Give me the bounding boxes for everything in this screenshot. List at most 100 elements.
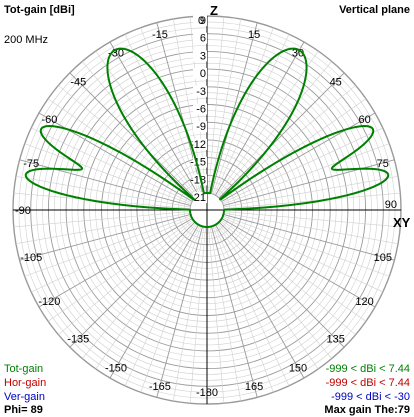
radial-tick-label: -12	[190, 139, 206, 151]
grid-spoke	[109, 224, 199, 379]
radial-tick-label-bg	[193, 121, 207, 133]
angle-tick-label: 105	[374, 252, 392, 264]
angle-tick-label: 15	[248, 29, 260, 41]
grid-spoke	[223, 212, 399, 244]
angle-tick-label: -90	[15, 205, 31, 217]
grid-spoke	[31, 127, 192, 204]
grid-spoke	[82, 222, 197, 359]
radial-tick-label: -6	[196, 104, 206, 116]
grid-spoke	[69, 221, 196, 348]
grid-spoke	[222, 127, 383, 204]
angle-tick-label: -105	[20, 252, 42, 264]
angle-tick-label: 165	[245, 381, 263, 393]
angle-tick-label: 60	[358, 114, 370, 126]
radial-tick-label-bg	[193, 103, 207, 115]
legend-vergain-name: Ver-gain	[4, 391, 45, 403]
plane-label: Vertical plane	[339, 4, 410, 16]
angle-tick-label: -120	[38, 296, 60, 308]
grid-spoke	[223, 213, 395, 261]
radial-tick-label-bg	[193, 50, 207, 62]
grid-spoke	[212, 27, 274, 195]
z-axis-label: Z	[210, 3, 218, 18]
grid-spoke	[209, 226, 241, 402]
angle-tick-label: -60	[41, 114, 57, 126]
legend-totgain-range: -999 < dBi < 7.44	[325, 363, 410, 375]
grid-spoke	[221, 218, 376, 308]
legend-vergain-range: -999 < dBi < -30	[331, 391, 410, 403]
grid-spoke	[140, 27, 202, 195]
radial-tick-label: 6	[200, 33, 206, 45]
radial-tick-label-bg	[193, 32, 207, 44]
grid-spoke	[220, 219, 367, 322]
grid-spoke	[19, 159, 191, 207]
grid-spoke	[223, 176, 399, 208]
grid-spoke	[217, 222, 332, 359]
radial-tick-label: 0	[200, 68, 206, 80]
grid-spoke	[189, 226, 206, 404]
grid-spoke	[210, 22, 258, 194]
grid-spoke	[216, 223, 319, 370]
grid-spoke	[58, 85, 195, 200]
legend-horgain-range: -999 < dBi < 7.44	[325, 377, 410, 389]
grid-spoke	[223, 192, 401, 209]
grid-spoke	[140, 225, 202, 393]
grid-spoke	[222, 216, 383, 293]
angle-tick-label: 0	[198, 15, 204, 27]
grid-spoke	[215, 224, 305, 379]
grid-spoke	[208, 16, 225, 194]
angle-tick-label: 75	[377, 158, 389, 170]
radial-tick-label: -9	[196, 121, 206, 133]
legend-horgain-name: Hor-gain	[4, 377, 47, 389]
grid-spoke	[58, 220, 195, 335]
angle-tick-label: -135	[67, 334, 89, 346]
grid-spoke	[124, 225, 201, 386]
grid-spoke	[219, 220, 356, 335]
max-gain-label: Max gain The:79	[324, 404, 410, 416]
xy-axis-label: XY	[393, 215, 411, 230]
grid-spoke	[13, 211, 191, 228]
legend-totgain-name: Tot-gain	[4, 363, 44, 375]
grid-spoke	[95, 223, 198, 370]
grid-spoke	[31, 216, 192, 293]
frequency-label: 200 MHz	[4, 34, 49, 46]
chart-title: Tot-gain [dBi]	[4, 4, 75, 16]
grid-spoke	[38, 218, 193, 308]
radial-tick-label-bg	[193, 68, 207, 80]
grid-spoke	[223, 211, 401, 228]
angle-tick-label: -30	[108, 47, 124, 59]
angle-tick-label: 120	[355, 296, 373, 308]
radial-tick-label: 3	[200, 50, 206, 62]
angle-tick-label: -45	[70, 76, 86, 88]
angle-tick-label: -15	[152, 29, 168, 41]
radial-tick-label: -18	[190, 174, 206, 186]
radial-tick-label-bg	[193, 138, 207, 150]
grid-spoke	[218, 221, 345, 348]
angle-tick-label: 135	[327, 334, 345, 346]
grid-spoke	[213, 34, 290, 195]
grid-spoke	[222, 215, 390, 277]
grid-spoke	[13, 192, 191, 209]
grid-spoke	[216, 50, 319, 197]
grid-spoke	[222, 143, 390, 205]
grid-spoke	[217, 61, 332, 198]
angle-tick-label: -165	[149, 381, 171, 393]
grid-spoke	[210, 226, 258, 398]
grid-spoke	[15, 176, 191, 208]
grid-spoke	[209, 18, 241, 194]
grid-spoke	[19, 213, 191, 261]
angle-tick-label: -150	[105, 363, 127, 375]
radial-tick-label-bg	[193, 85, 207, 97]
grid-spoke	[124, 34, 201, 195]
radial-tick-label: -3	[196, 86, 206, 98]
radial-tick-label: -15	[190, 157, 206, 169]
angle-tick-label: 150	[289, 363, 307, 375]
grid-spoke	[15, 212, 191, 244]
grid-spoke	[95, 50, 198, 197]
angle-tick-label: -75	[23, 158, 39, 170]
radial-tick-label: -21	[190, 192, 206, 204]
grid-spoke	[82, 61, 197, 198]
grid-spoke	[24, 143, 192, 205]
grid-spoke	[212, 225, 274, 393]
grid-spoke	[208, 226, 225, 404]
